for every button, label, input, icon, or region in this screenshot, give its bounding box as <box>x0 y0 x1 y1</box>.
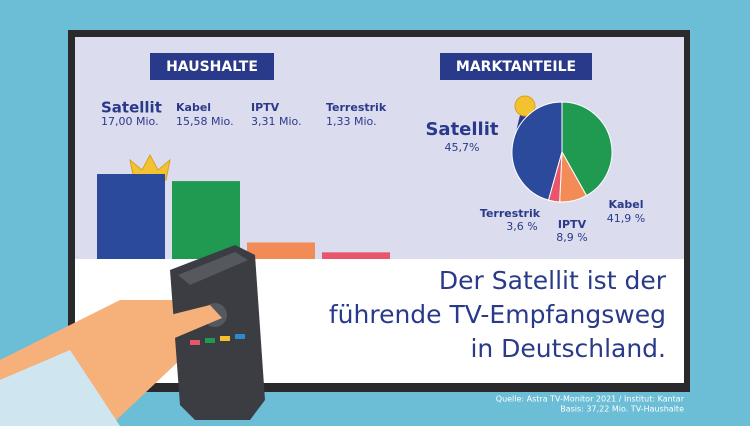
medal <box>514 95 536 117</box>
hand-remote <box>0 245 265 426</box>
pie-slice <box>547 151 563 203</box>
crown <box>129 153 171 181</box>
bar <box>322 252 390 259</box>
bar <box>247 242 315 259</box>
source-note: Basis: 37,22 Mio. TV-Haushalte <box>560 405 684 414</box>
value-label: 41,9 % <box>607 212 645 225</box>
category-label: Kabel <box>176 101 211 114</box>
headline: in Deutschland. <box>470 334 666 363</box>
category-label: Satellit <box>101 99 162 117</box>
value-label: 3,31 Mio. <box>251 115 302 128</box>
category-label: Terrestrik <box>326 101 387 114</box>
category-label: IPTV <box>251 101 280 114</box>
category-label: Terrestrik <box>480 207 541 220</box>
value-label: 15,58 Mio. <box>176 115 234 128</box>
value-label: 3,6 % <box>506 220 537 233</box>
chart-title: HAUSHALTE <box>166 59 258 75</box>
title-box <box>440 53 592 80</box>
headline: Der Satellit ist der <box>439 266 667 295</box>
headline: führende TV-Empfangsweg <box>329 300 666 329</box>
bar <box>172 181 240 259</box>
category-label: IPTV <box>558 218 587 231</box>
category-label: Satellit <box>425 119 498 140</box>
value-label: 17,00 Mio. <box>101 115 159 128</box>
bar <box>97 174 165 259</box>
category-label: Kabel <box>608 198 643 211</box>
value-label: 8,9 % <box>556 231 587 244</box>
title-box <box>150 53 274 80</box>
pie-slice <box>561 101 613 197</box>
pie-slice <box>511 101 563 201</box>
value-label: 1,33 Mio. <box>326 115 377 128</box>
chart-title: MARKTANTEILE <box>456 59 576 75</box>
source-note: Quelle: Astra TV-Monitor 2021 / Institut… <box>496 395 685 404</box>
value-label: 45,7% <box>445 141 480 154</box>
